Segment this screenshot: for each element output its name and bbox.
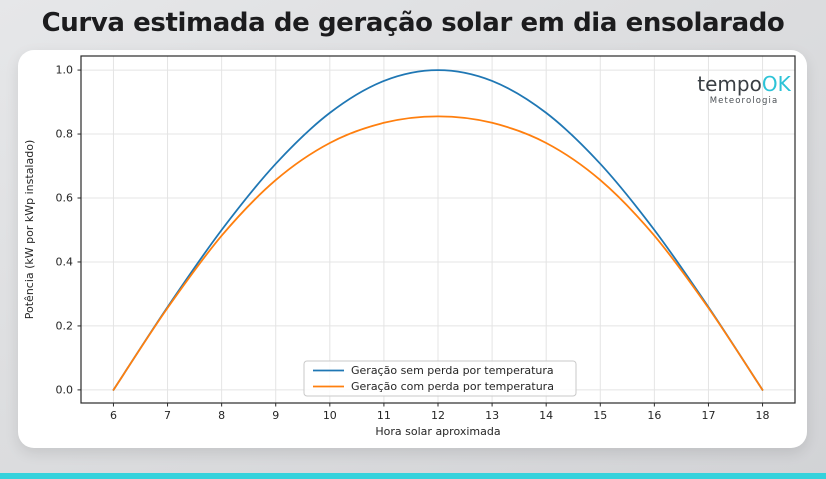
x-axis-label: Hora solar aproximada (375, 425, 500, 438)
x-tick-label: 12 (431, 409, 445, 422)
x-tick-label: 18 (756, 409, 770, 422)
page-title: Curva estimada de geração solar em dia e… (41, 8, 785, 38)
x-tick-label: 16 (647, 409, 661, 422)
series-line-1 (112, 115, 764, 391)
x-tick-label: 17 (701, 409, 715, 422)
x-tick-label: 11 (377, 409, 391, 422)
x-tick-label: 15 (593, 409, 607, 422)
x-tick-label: 14 (539, 409, 553, 422)
logo-prefix: tempo (697, 72, 762, 96)
y-tick-label: 0.0 (56, 383, 74, 396)
y-tick-label: 1.0 (56, 64, 74, 77)
legend-label-0: Geração sem perda por temperatura (351, 364, 554, 377)
y-axis-label: Potência (kW por kWp instalado) (23, 140, 36, 319)
accent-bar (0, 473, 826, 479)
y-tick-label: 0.6 (56, 191, 74, 204)
y-tick-label: 0.4 (56, 255, 74, 268)
tempook-logo: tempoOK Meteorologia (694, 74, 794, 106)
legend-box (303, 360, 577, 397)
x-tick-label: 10 (323, 409, 337, 422)
logo-wordmark: tempoOK (694, 74, 794, 94)
x-tick-label: 6 (110, 409, 117, 422)
x-tick-label: 13 (485, 409, 499, 422)
legend-label-1: Geração com perda por temperatura (351, 380, 554, 393)
logo-suffix: OK (761, 72, 791, 96)
x-tick-label: 9 (272, 409, 279, 422)
logo-subtitle: Meteorologia (709, 96, 779, 106)
x-tick-label: 8 (218, 409, 225, 422)
series-line-0 (112, 69, 764, 391)
x-tick-label: 7 (164, 409, 171, 422)
y-tick-label: 0.2 (56, 319, 74, 332)
y-tick-label: 0.8 (56, 128, 74, 141)
